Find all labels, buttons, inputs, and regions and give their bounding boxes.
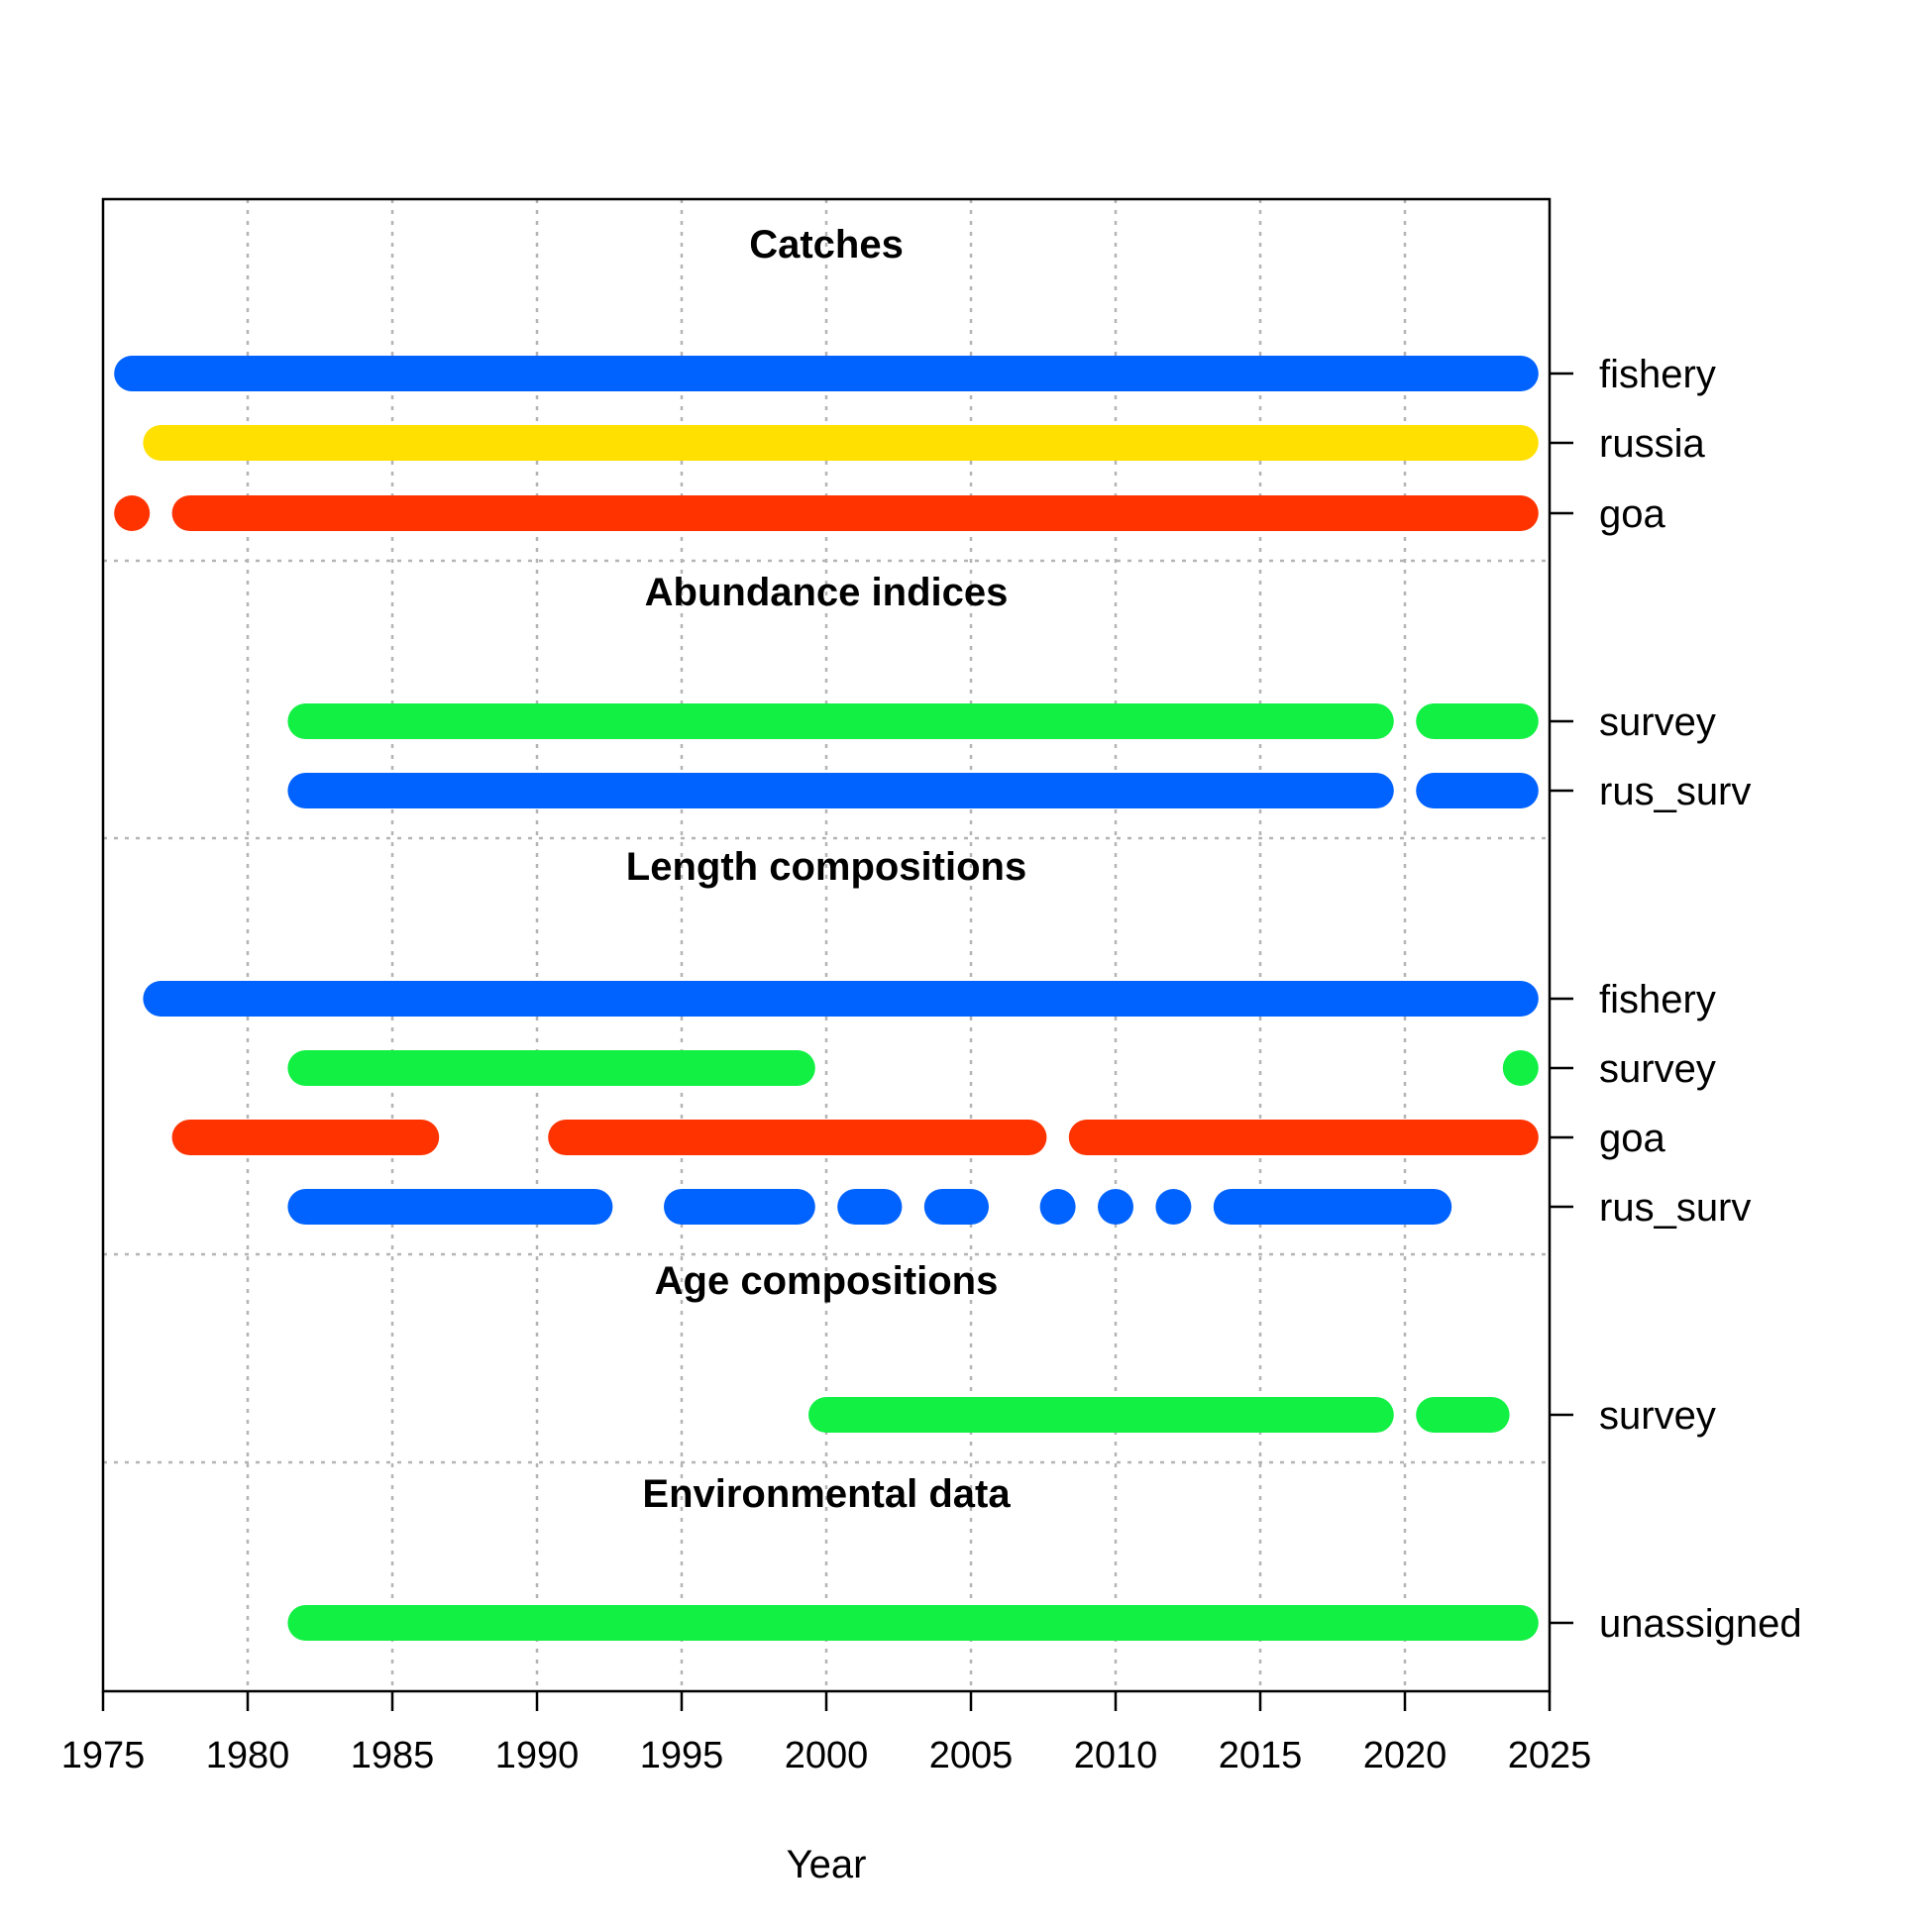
row-label: rus_surv: [1599, 1186, 1751, 1230]
row-label: unassigned: [1599, 1602, 1802, 1646]
row-label: goa: [1599, 492, 1665, 536]
section-title: Catches: [749, 223, 904, 267]
row-label: survey: [1599, 1047, 1716, 1091]
x-tick-label: 2010: [1074, 1735, 1158, 1776]
x-tick-label: 2005: [929, 1735, 1014, 1776]
row-label: russia: [1599, 422, 1705, 466]
x-tick-label: 2015: [1219, 1735, 1303, 1776]
row-label: goa: [1599, 1117, 1665, 1160]
section-title: Length compositions: [626, 845, 1026, 889]
row-label: fishery: [1599, 978, 1716, 1021]
row-label: survey: [1599, 1394, 1716, 1438]
segment-layer: [114, 356, 1539, 1641]
plot-frame: [101, 197, 1552, 1693]
x-tick-label: 1985: [351, 1735, 435, 1776]
grid-layer: [103, 199, 1550, 1691]
x-tick-label: 2020: [1363, 1735, 1448, 1776]
row-label: fishery: [1599, 353, 1716, 396]
x-tick-label: 1975: [61, 1735, 146, 1776]
x-axis-title: Year: [787, 1843, 867, 1886]
x-tick-label: 2000: [785, 1735, 869, 1776]
x-tick-label: 1995: [640, 1735, 724, 1776]
section-title: Abundance indices: [645, 571, 1009, 614]
row-label: survey: [1599, 700, 1716, 744]
section-title: Age compositions: [655, 1259, 999, 1303]
row-label: rus_surv: [1599, 770, 1751, 813]
text-layer: Catches fishery russia goa Abundance indices…: [61, 223, 1802, 1776]
x-tick-label: 1990: [495, 1735, 580, 1776]
x-tick-label: 2025: [1508, 1735, 1592, 1776]
axis-layer: [101, 197, 1573, 1711]
section-title: Environmental data: [642, 1472, 1011, 1516]
x-tick-label: 1980: [206, 1735, 290, 1776]
